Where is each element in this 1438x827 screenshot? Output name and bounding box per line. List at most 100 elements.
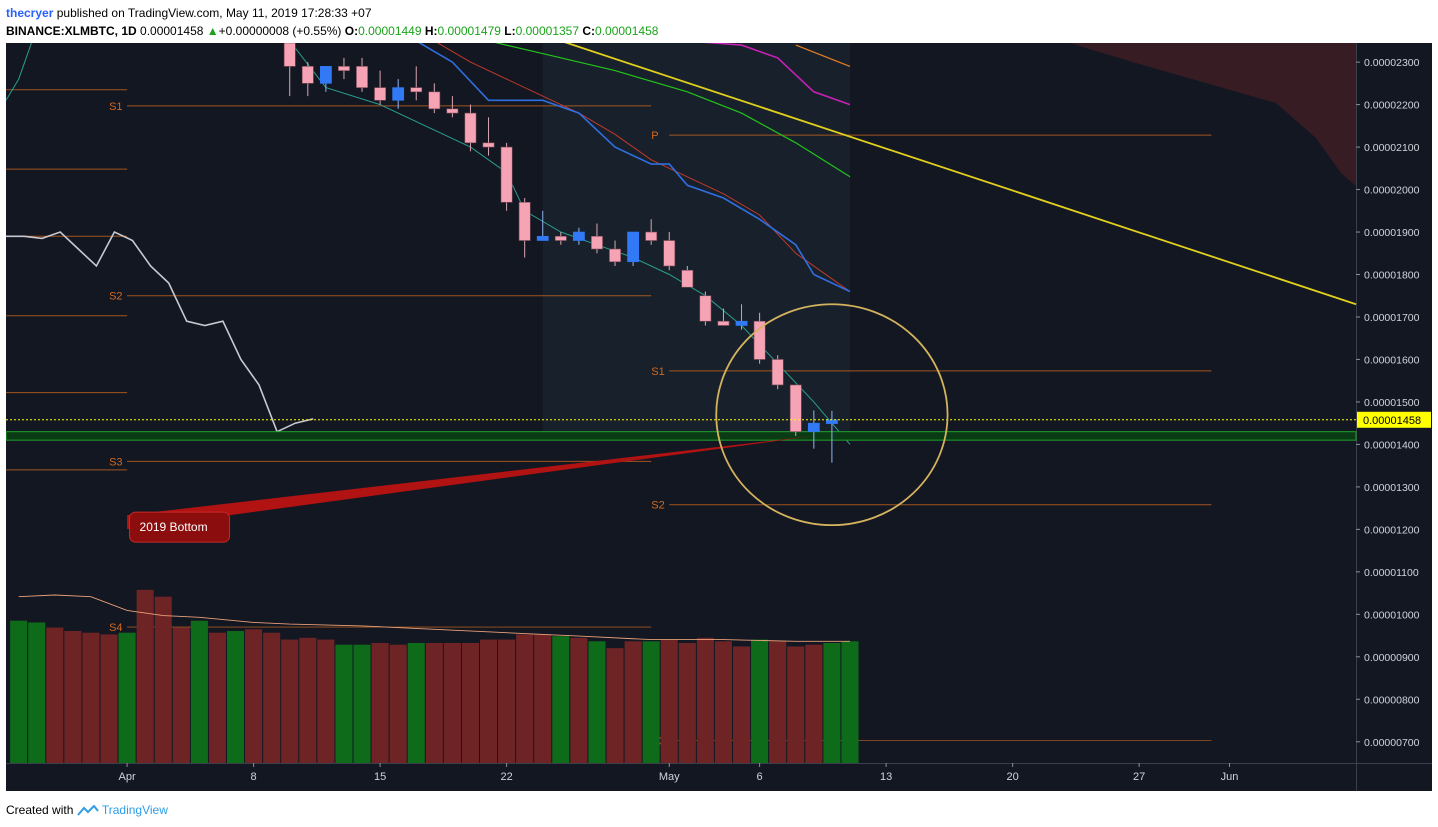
candle-body (735, 320, 748, 326)
pivot-label-s4: S4 (109, 622, 122, 634)
volume-bar (46, 627, 64, 763)
price-tick-label: 0.00001100 (1364, 567, 1419, 579)
candle-body (717, 320, 730, 326)
price-tick-label: 0.00001300 (1364, 482, 1420, 494)
volume-bar (805, 644, 823, 763)
price-tick-label: 0.00001000 (1364, 609, 1420, 621)
time-tick-label: May (659, 771, 680, 783)
time-tick-label: 15 (374, 771, 386, 783)
time-tick-label: 27 (1133, 771, 1145, 783)
candle-body (283, 43, 296, 67)
publish-info: thecryer published on TradingView.com, M… (6, 4, 1426, 22)
volume-bar (841, 641, 859, 763)
candle-body (356, 66, 368, 88)
ohlc-legend: BINANCE:XLMBTC, 1D 0.00001458 ▲+0.000000… (6, 22, 1426, 40)
time-axis-area (6, 763, 1432, 791)
volume-bar (516, 634, 534, 763)
time-tick-label: 20 (1007, 771, 1019, 783)
price-tick-label: 0.00001900 (1364, 227, 1420, 239)
volume-bar (733, 646, 751, 763)
volume-bar (154, 596, 172, 763)
candle-body (663, 240, 676, 267)
open-label: O: (344, 24, 359, 38)
author-link[interactable]: thecryer (6, 6, 54, 20)
tradingview-logo-icon (76, 804, 99, 816)
time-tick-label: Jun (1221, 771, 1239, 783)
volume-bar (28, 622, 46, 763)
price-tick-label: 0.00001700 (1364, 312, 1420, 324)
volume-bar (751, 639, 769, 763)
candle-body (645, 231, 658, 241)
candle-body (464, 112, 477, 144)
highlight-circle (715, 303, 949, 527)
volume-bar (660, 639, 678, 763)
volume-bar (263, 632, 281, 763)
volume-bar (678, 643, 696, 763)
candle-body (482, 142, 495, 148)
volume-bar (172, 627, 190, 763)
volume-bar (407, 643, 425, 763)
pivot-label-s2: S2 (651, 500, 664, 512)
created-with-label: Created with (6, 803, 74, 817)
volume-bar (82, 632, 100, 763)
candle-body (428, 91, 441, 110)
footer: Created with TradingView (6, 800, 168, 820)
candle-body (699, 295, 712, 322)
candle-body (789, 384, 802, 432)
volume-bar (787, 646, 805, 763)
up-arrow-icon: ▲ (206, 24, 219, 38)
volume-bar (624, 641, 642, 763)
time-tick-label: 6 (757, 771, 763, 783)
volume-bar (769, 641, 787, 763)
candle-body (826, 419, 838, 424)
tradingview-link[interactable]: TradingView (101, 803, 168, 817)
volume-bar (299, 637, 317, 763)
price-change: +0.00000008 (+0.55%) (218, 24, 342, 38)
price-tick-label: 0.00001600 (1364, 354, 1420, 366)
candle-body (681, 269, 694, 288)
support-band (6, 431, 1357, 441)
indicator-line-5 (494, 43, 851, 178)
candle-body (374, 87, 386, 101)
candle-body (572, 231, 585, 241)
pivot-label-p: P (651, 130, 658, 142)
candle-body (771, 359, 784, 386)
candle-body (446, 108, 459, 114)
pivot-label-s1: S1 (109, 101, 122, 113)
last-price-tag-label: 0.00001458 (1363, 415, 1421, 427)
volume-bar (552, 636, 570, 763)
pivot-label-s2: S2 (109, 291, 122, 303)
last-price-tag (1357, 411, 1431, 428)
candle-body (301, 66, 314, 84)
candle-body (338, 66, 350, 71)
volume-bar (335, 644, 353, 763)
volume-bar (642, 641, 660, 763)
trendline (564, 43, 1357, 306)
price-tick-label: 0.00000700 (1364, 737, 1420, 749)
candle-body (500, 146, 513, 203)
volume-bar (190, 620, 208, 763)
volume-bar (371, 643, 389, 763)
candle-body (554, 235, 567, 241)
candle-body (319, 66, 332, 84)
price-tick-label: 0.00001800 (1364, 270, 1420, 282)
candle-body (627, 231, 640, 263)
indicator-line-7 (795, 44, 851, 67)
close-label: C: (582, 24, 596, 38)
candle-body (518, 201, 531, 241)
volume-bar (281, 639, 299, 763)
candle-body (536, 235, 549, 241)
time-tick-label: 22 (500, 771, 512, 783)
volume-bar (588, 641, 606, 763)
price-tick-label: 0.00001400 (1364, 439, 1420, 451)
close-value: 0.00001458 (595, 24, 659, 38)
publish-text: published on TradingView.com, May 11, 20… (56, 6, 372, 20)
candle-body (410, 87, 423, 93)
volume-bar (353, 644, 371, 763)
chart-header: thecryer published on TradingView.com, M… (6, 4, 1426, 42)
pivot-label-s1: S1 (651, 366, 664, 378)
low-label: L: (504, 24, 516, 38)
volume-bar (118, 632, 136, 763)
volume-bar (443, 643, 461, 763)
